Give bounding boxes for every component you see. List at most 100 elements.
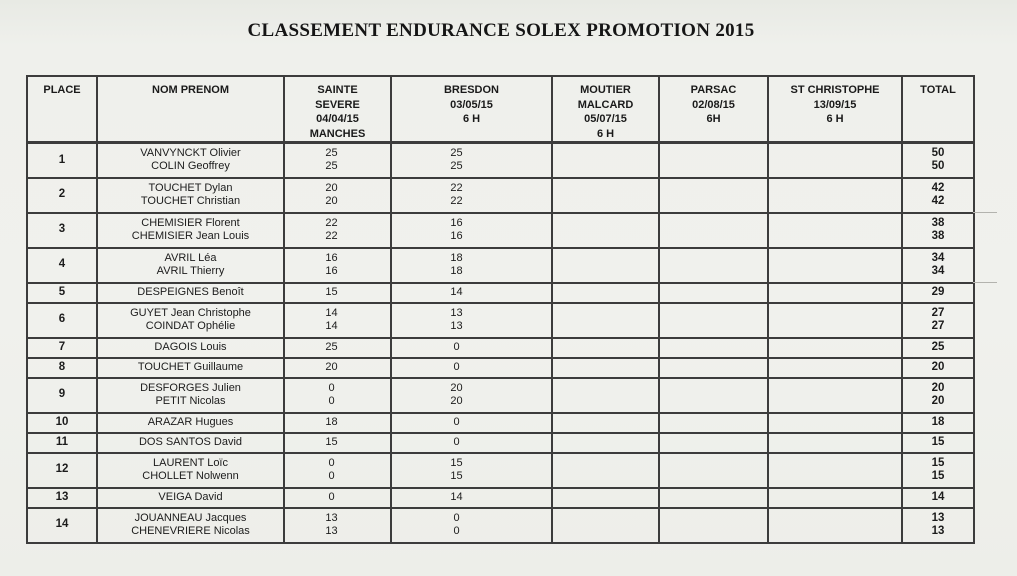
sainte-severe-cell: 16 16	[283, 246, 392, 284]
parsac-cell	[658, 376, 769, 414]
score-value: 22	[450, 181, 463, 194]
rider-name: CHEMISIER Florent	[141, 216, 240, 229]
column-header-line: SEVERE	[315, 98, 360, 111]
place-cell: 9	[26, 376, 98, 414]
names-cell: DESPEIGNES Benoît	[96, 281, 285, 304]
place-cell: 13	[26, 486, 98, 509]
total-value: 34	[931, 265, 945, 278]
place-cell: 12	[26, 451, 98, 489]
place-cell: 2	[26, 176, 98, 214]
column-header-line: SAINTE	[317, 84, 358, 96]
score-value: 20	[325, 181, 338, 194]
total-cell: 38 38	[901, 211, 975, 249]
parsac-cell	[658, 411, 769, 434]
moutier-malcard-cell	[551, 356, 660, 379]
column-header-line: ST CHRISTOPHE	[790, 84, 880, 96]
score-value: 20	[450, 381, 463, 394]
sainte-severe-cell: 22 22	[283, 211, 392, 249]
total-value: 38	[931, 216, 945, 229]
rider-name: CHENEVRIERE Nicolas	[131, 525, 250, 538]
sainte-severe-cell: 0	[283, 486, 392, 509]
bresdon-cell: 0	[390, 411, 553, 434]
rider-name: TOUCHET Christian	[140, 195, 241, 208]
total-value: 20	[931, 360, 945, 373]
header-row: PLACE NOM PRENOM SAINTE SEVERE 04/04/15 MANCH…	[26, 75, 975, 145]
table-row: 5 DESPEIGNES Benoît 15 14 29	[26, 281, 975, 304]
total-value: 15	[931, 470, 945, 483]
score-value: 16	[450, 216, 463, 229]
parsac-cell	[658, 246, 769, 284]
score-value: 20	[325, 195, 338, 208]
score-value: 15	[325, 435, 338, 448]
bresdon-cell: 25 25	[390, 141, 553, 179]
table-row: 1 VANVYNCKT Olivier COLIN Geoffrey 25 25 25 25…	[26, 141, 975, 179]
score-value: 15	[450, 470, 463, 483]
parsac-cell	[658, 336, 769, 359]
place-cell: 3	[26, 211, 98, 249]
moutier-malcard-cell	[551, 246, 660, 284]
score-value: 0	[453, 360, 460, 373]
score-value: 13	[325, 511, 338, 524]
parsac-cell	[658, 486, 769, 509]
st-christophe-cell	[767, 356, 903, 379]
rider-name: JOUANNEAU Jacques	[134, 511, 247, 524]
column-header-line: 6 H	[826, 113, 844, 126]
score-value: 0	[453, 415, 460, 428]
total-value: 20	[931, 395, 945, 408]
place-number: 5	[58, 285, 66, 298]
table-row: 7 DAGOIS Louis 25 0 25	[26, 336, 975, 359]
names-cell: DAGOIS Louis	[96, 336, 285, 359]
moutier-malcard-cell	[551, 211, 660, 249]
sainte-severe-cell: 13 13	[283, 506, 392, 544]
document-title: CLASSEMENT ENDURANCE SOLEX PROMOTION 201…	[247, 20, 755, 41]
st-christophe-cell	[767, 176, 903, 214]
parsac-cell	[658, 356, 769, 379]
column-header-line: 05/07/15	[584, 113, 627, 126]
score-value: 15	[450, 456, 463, 469]
sainte-severe-cell: 20	[283, 356, 392, 379]
rider-name: COINDAT Ophélie	[145, 320, 236, 333]
place-cell: 10	[26, 411, 98, 434]
moutier-malcard-cell	[551, 176, 660, 214]
place-number: 8	[58, 360, 66, 373]
table-header: PLACE NOM PRENOM SAINTE SEVERE 04/04/15 MANCH…	[26, 75, 975, 145]
rider-name: AVRIL Thierry	[156, 265, 225, 278]
column-header-line: PLACE	[43, 84, 81, 96]
total-cell: 20	[901, 356, 975, 379]
place-cell: 7	[26, 336, 98, 359]
place-number: 9	[58, 388, 66, 401]
column-header-line: NOM PRENOM	[152, 84, 229, 96]
total-value: 50	[931, 146, 945, 159]
table-row: 13 VEIGA David 0 14 14	[26, 486, 975, 509]
bresdon-cell: 18 18	[390, 246, 553, 284]
total-value: 18	[931, 415, 945, 428]
score-value: 15	[325, 285, 338, 298]
bresdon-cell: 14	[390, 281, 553, 304]
place-cell: 1	[26, 141, 98, 179]
names-cell: VEIGA David	[96, 486, 285, 509]
names-cell: TOUCHET Guillaume	[96, 356, 285, 379]
st-christophe-cell	[767, 301, 903, 339]
bresdon-cell: 20 20	[390, 376, 553, 414]
column-header-line: 13/09/15	[813, 98, 857, 111]
column-header-line: MOUTIER	[580, 84, 631, 96]
total-cell: 25	[901, 336, 975, 359]
sainte-severe-cell: 15	[283, 431, 392, 454]
moutier-malcard-cell	[551, 336, 660, 359]
results-table: PLACE NOM PRENOM SAINTE SEVERE 04/04/15 MANCH…	[26, 75, 998, 544]
column-header-line: MALCARD	[577, 98, 634, 111]
score-value: 25	[325, 146, 338, 159]
parsac-cell	[658, 211, 769, 249]
column-header-line: PARSAC	[690, 84, 737, 96]
score-value: 20	[325, 360, 338, 373]
bresdon-cell: 14	[390, 486, 553, 509]
rider-name: ARAZAR Hugues	[147, 415, 234, 428]
st-christophe-cell	[767, 141, 903, 179]
place-cell: 4	[26, 246, 98, 284]
column-header-parsac: PARSAC 02/08/15 6H	[658, 75, 769, 145]
column-header-st-christophe: ST CHRISTOPHE 13/09/15 6 H	[767, 75, 903, 145]
total-cell: 50 50	[901, 141, 975, 179]
score-value: 16	[325, 265, 338, 278]
